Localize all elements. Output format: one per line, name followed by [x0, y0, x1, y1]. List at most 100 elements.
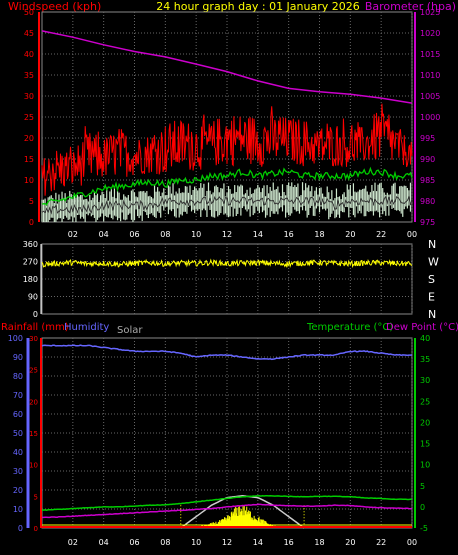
wind-tick-label: 0 — [29, 218, 34, 227]
humidity-tick-label: 80 — [13, 372, 23, 381]
temp-tick-label: 15 — [420, 440, 430, 449]
rainfall-axis-label: Rainfall (mm) — [1, 322, 69, 333]
temp-tick-label: 25 — [420, 397, 430, 406]
wind-tick-label: 35 — [24, 71, 34, 80]
humidity-tick-label: 100 — [8, 334, 23, 343]
direction-tick-label: 0 — [33, 310, 38, 319]
chart-title: 24 hour graph day : 01 January 2026 — [156, 0, 360, 13]
baro-tick-label: 1010 — [420, 71, 440, 80]
humidity-tick-label: 40 — [13, 448, 23, 457]
rain-tick-label: 20 — [29, 398, 38, 406]
baro-tick-label: 1000 — [420, 113, 440, 122]
x-tick-label: 10 — [191, 230, 201, 239]
x-tick-label: 06 — [129, 230, 139, 239]
temperature-line — [41, 495, 413, 512]
rain-tick-label: 0 — [34, 525, 38, 533]
wind-tick-label: 30 — [24, 92, 34, 101]
x-tick-label: 10 — [191, 538, 201, 547]
x-tick-label: 16 — [284, 230, 294, 239]
baro-tick-label: 1015 — [420, 50, 440, 59]
wind-min-line — [41, 195, 413, 215]
rain-tick-label: 15 — [29, 430, 38, 438]
baro-tick-label: 1025 — [420, 8, 440, 17]
wind-tick-label: 20 — [24, 134, 34, 143]
x-tick-label: 14 — [253, 538, 263, 547]
baro-tick-label: 1005 — [420, 92, 440, 101]
direction-line — [41, 258, 412, 269]
x-tick-label: 22 — [376, 230, 386, 239]
baro-tick-label: 995 — [420, 134, 435, 143]
baro-tick-label: 990 — [420, 155, 435, 164]
temp-tick-label: 5 — [420, 482, 425, 491]
wind-tick-label: 50 — [24, 8, 34, 17]
x-tick-label: 18 — [314, 230, 324, 239]
rain-tick-label: 30 — [29, 335, 38, 343]
baro-tick-label: 1020 — [420, 29, 440, 38]
temp-tick-label: 0 — [420, 503, 425, 512]
x-tick-label: 02 — [68, 230, 78, 239]
x-tick-label: 12 — [222, 230, 232, 239]
x-tick-label: 04 — [99, 538, 109, 547]
temp-tick-label: 30 — [420, 376, 430, 385]
x-tick-label: 04 — [99, 230, 109, 239]
x-tick-label: 00 — [407, 230, 417, 239]
x-tick-label: 16 — [284, 538, 294, 547]
compass-label: W — [428, 256, 439, 269]
plot-area — [41, 337, 413, 529]
compass-label: N — [428, 308, 436, 321]
temp-tick-label: 10 — [420, 461, 430, 470]
compass-label: E — [428, 291, 435, 304]
compass-label: N — [428, 238, 436, 251]
humidity-tick-label: 60 — [13, 410, 23, 419]
humidity-tick-label: 10 — [13, 505, 23, 514]
humidity-tick-label: 50 — [13, 429, 23, 438]
wind-average-line — [41, 166, 413, 206]
baro-tick-label: 980 — [420, 197, 435, 206]
x-tick-label: 18 — [314, 538, 324, 547]
x-tick-label: 20 — [345, 230, 355, 239]
windspeed-axis-label: Windspeed (kph) — [8, 0, 101, 13]
direction-tick-label: 360 — [23, 240, 38, 249]
x-tick-label: 00 — [407, 538, 417, 547]
humidity-axis-label: Humidity — [64, 322, 109, 333]
gust-line — [41, 103, 413, 196]
x-tick-label: 20 — [345, 538, 355, 547]
humidity-tick-label: 70 — [13, 391, 23, 400]
wind-panel: 0510152025303540455097598098599099510001… — [24, 8, 441, 239]
x-tick-label: 14 — [253, 230, 263, 239]
humidity-tick-label: 30 — [13, 467, 23, 476]
rain-tick-label: 5 — [34, 493, 38, 501]
temperature-panel: 0102030405060708090100051015202530-50510… — [8, 334, 430, 547]
baro-tick-label: 975 — [420, 218, 435, 227]
rain-tick-label: 25 — [29, 367, 38, 375]
wind-tick-label: 10 — [24, 176, 34, 185]
direction-tick-label: 180 — [23, 275, 38, 284]
rain-tick-label: 10 — [29, 462, 38, 470]
wind-tick-label: 15 — [24, 155, 34, 164]
temp-tick-label: 20 — [420, 418, 430, 427]
solar-max-curve — [180, 494, 305, 529]
x-tick-label: 22 — [376, 538, 386, 547]
x-tick-label: 08 — [160, 538, 170, 547]
direction-tick-label: 270 — [23, 258, 38, 267]
barometer-axis-label: Barometer (hpa) — [365, 0, 456, 13]
compass-label: S — [428, 273, 435, 286]
humidity-tick-label: 0 — [18, 524, 23, 533]
humidity-tick-label: 90 — [13, 353, 23, 362]
humidity-tick-label: 20 — [13, 486, 23, 495]
x-tick-label: 02 — [68, 538, 78, 547]
baro-tick-label: 985 — [420, 176, 435, 185]
wind-tick-label: 40 — [24, 50, 34, 59]
temp-tick-label: 40 — [420, 334, 430, 343]
barometer-line — [41, 30, 413, 104]
wind-tick-label: 25 — [24, 113, 34, 122]
direction-tick-label: 90 — [28, 293, 38, 302]
solar-axis-label: Solar — [117, 325, 143, 336]
humidity-line — [41, 344, 413, 361]
dewpoint-axis-label: Dew Point (°C) — [386, 322, 458, 333]
x-tick-label: 12 — [222, 538, 232, 547]
x-tick-label: 08 — [160, 230, 170, 239]
